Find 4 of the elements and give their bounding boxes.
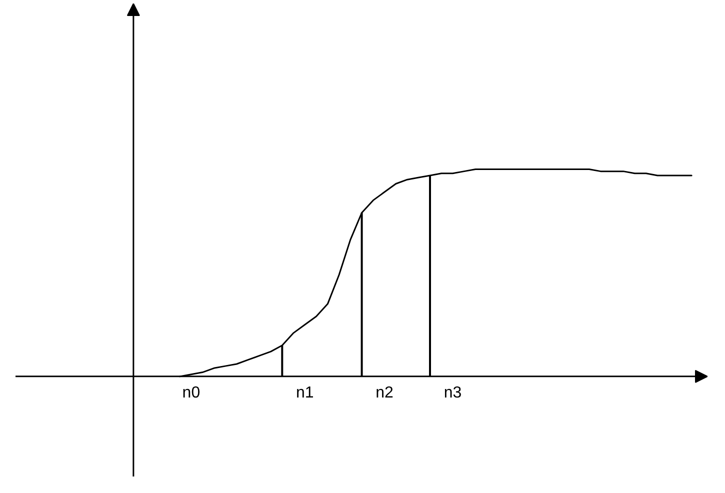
x-tick-label: n0: [182, 384, 200, 402]
x-tick-label: n1: [296, 384, 314, 402]
x-tick-label: n3: [444, 384, 462, 402]
x-tick-label: n2: [376, 384, 394, 402]
